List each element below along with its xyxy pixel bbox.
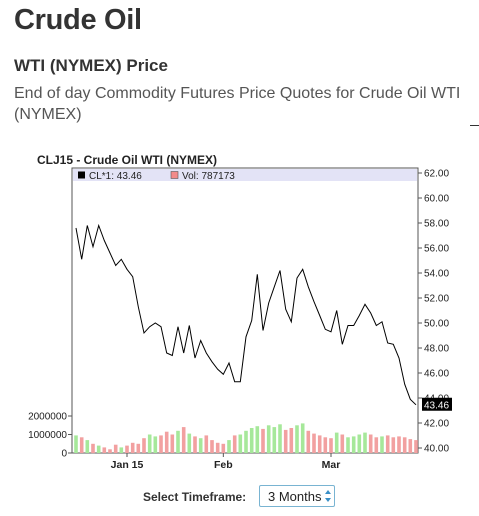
volume-bar	[96, 445, 101, 453]
volume-bar	[74, 435, 78, 453]
volume-bar	[351, 436, 356, 453]
volume-bar	[170, 434, 175, 453]
price-tick-label: 52.00	[424, 294, 449, 305]
date-tick-label: Feb	[214, 459, 233, 471]
volume-bar	[363, 432, 367, 453]
legend-swatch-volume	[170, 171, 179, 179]
page-description: End of day Commodity Futures Price Quote…	[14, 85, 461, 123]
volume-bar	[283, 429, 288, 453]
volume-bar	[402, 437, 407, 453]
volume-bar	[142, 438, 146, 453]
volume-bar	[215, 442, 220, 453]
volume-bar	[238, 434, 243, 453]
price-chart: CLJ15 - Crude Oil WTI (NYMEX) CL*1: 43.4…	[0, 148, 479, 478]
volume-bar	[232, 435, 237, 453]
volume-bar	[289, 428, 294, 453]
volume-bar	[125, 445, 129, 453]
volume-bar	[323, 437, 328, 453]
price-line	[75, 223, 417, 406]
volume-bar	[136, 443, 141, 454]
volume-bar	[181, 427, 186, 453]
volume-bar	[391, 437, 396, 453]
volume-bar	[408, 439, 413, 453]
last-price-box	[422, 397, 452, 411]
price-tick-label: 40.00	[424, 444, 449, 455]
price-chart-svg: CLJ15 - Crude Oil WTI (NYMEX) CL*1: 43.4…	[28, 153, 452, 471]
price-tick-label: 54.00	[424, 269, 449, 280]
section-title: WTI (NYMEX) Price	[14, 56, 168, 75]
legend-label-price: CL*1: 43.46	[89, 171, 142, 182]
volume-bar	[272, 427, 277, 453]
volume-bar	[227, 440, 231, 453]
timeframe-label: Select Timeframe:	[143, 490, 247, 504]
volume-bar	[340, 434, 345, 453]
legend-label-volume: Vol: 787173	[182, 171, 235, 182]
volume-bar	[249, 428, 254, 453]
volume-bar	[198, 438, 203, 453]
volume-bar	[119, 447, 124, 453]
price-tick-label: 48.00	[424, 344, 449, 355]
volume-bar	[346, 437, 350, 453]
volume-bar	[266, 425, 271, 454]
volume-bar	[255, 426, 260, 453]
volume-bar	[368, 434, 373, 453]
volume-bar	[295, 425, 299, 454]
volume-bar	[187, 433, 192, 453]
volume-bar	[153, 436, 158, 453]
chart-title: CLJ15 - Crude Oil WTI (NYMEX)	[37, 153, 217, 167]
price-tick-label: 58.00	[424, 219, 449, 230]
volume-tick-label: 1000000	[28, 430, 67, 441]
date-tick-label: Mar	[322, 459, 341, 471]
volume-bar	[300, 423, 305, 453]
volume-bar	[79, 437, 84, 453]
volume-bar	[380, 436, 384, 453]
volume-bar	[244, 430, 248, 453]
plot-frame	[71, 167, 419, 454]
edge-marker	[470, 125, 479, 126]
volume-bar	[159, 435, 163, 453]
legend-swatch-price	[78, 171, 85, 179]
volume-bar	[102, 447, 107, 453]
volume-bar	[278, 424, 282, 453]
volume-bar	[357, 434, 362, 453]
volume-bar	[334, 432, 339, 453]
volume-bar	[176, 430, 180, 453]
timeframe-row: Select Timeframe: 3 Months	[0, 484, 479, 510]
volume-bar	[210, 440, 214, 453]
volume-tick-label: 0	[61, 449, 67, 460]
volume-bar	[306, 430, 311, 453]
timeframe-selected-value: 3 Months	[268, 489, 322, 504]
volume-bar	[374, 437, 379, 453]
volume-bar	[221, 443, 226, 454]
page-title: Crude Oil	[14, 4, 142, 36]
volume-bar	[85, 440, 90, 453]
price-tick-label: 60.00	[424, 194, 449, 205]
last-price-label: 43.46	[424, 400, 449, 411]
timeframe-select[interactable]: 3 Months	[259, 485, 335, 507]
volume-bar	[414, 440, 418, 453]
volume-bar	[130, 442, 135, 453]
volume-bar	[164, 431, 169, 453]
date-tick-label: Jan 15	[111, 459, 144, 471]
volume-bar	[329, 438, 333, 453]
spinner-arrows-icon	[324, 488, 332, 504]
volume-bar	[108, 449, 112, 453]
volume-bar	[113, 444, 118, 453]
volume-bar	[261, 428, 265, 453]
price-tick-label: 56.00	[424, 244, 449, 255]
volume-bar	[193, 436, 197, 453]
volume-bar	[91, 443, 95, 454]
volume-bar	[385, 435, 390, 453]
price-tick-label: 62.00	[424, 169, 449, 180]
volume-bar	[204, 435, 209, 453]
price-tick-label: 42.00	[424, 419, 449, 430]
volume-bar	[397, 436, 401, 453]
price-tick-label: 46.00	[424, 369, 449, 380]
volume-bar	[317, 435, 322, 453]
price-tick-label: 50.00	[424, 319, 449, 330]
volume-bar	[147, 434, 152, 453]
legend-bar	[73, 169, 417, 181]
volume-bar	[312, 433, 316, 453]
volume-tick-label: 2000000	[28, 412, 67, 423]
